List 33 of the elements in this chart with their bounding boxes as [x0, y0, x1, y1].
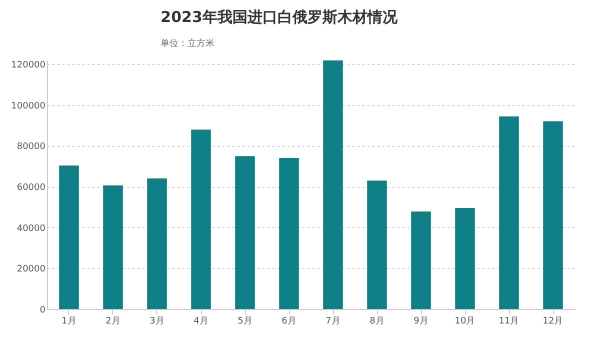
bar: [367, 180, 387, 309]
y-tick-label: 60000: [16, 183, 46, 194]
x-tick-label: 4月: [194, 316, 208, 326]
bar: [499, 116, 519, 309]
bar: [235, 156, 255, 309]
x-tick-label: 6月: [282, 316, 296, 326]
x-tick-label: 1月: [62, 316, 76, 326]
x-tick-label: 12月: [542, 316, 564, 326]
bar: [147, 178, 167, 309]
x-tick-label: 11月: [498, 316, 520, 326]
y-tick-label: 100000: [11, 101, 46, 112]
bar: [59, 166, 79, 309]
y-tick-label: 0: [40, 306, 46, 316]
bar: [543, 121, 563, 309]
x-tick-label: 7月: [326, 316, 340, 326]
bar: [279, 158, 299, 309]
bar: [411, 211, 431, 309]
text: 单位：立方米: [160, 38, 215, 49]
chart-title: 2023年我国进口白俄罗斯木材情况: [160, 8, 398, 26]
y-tick-label: 120000: [11, 60, 46, 71]
y-tick-label: 80000: [16, 142, 46, 152]
bar: [455, 208, 475, 309]
bar: [103, 185, 123, 309]
x-tick-label: 3月: [150, 316, 164, 326]
x-tick-label: 9月: [414, 316, 428, 326]
y-tick-label: 20000: [16, 264, 46, 275]
x-tick-label: 2月: [106, 316, 120, 326]
bar: [323, 60, 343, 309]
y-tick-label: 40000: [16, 224, 46, 234]
x-tick-label: 10月: [454, 316, 476, 326]
x-tick-label: 5月: [238, 316, 252, 326]
x-tick-label: 8月: [370, 316, 384, 326]
bar: [191, 130, 211, 309]
